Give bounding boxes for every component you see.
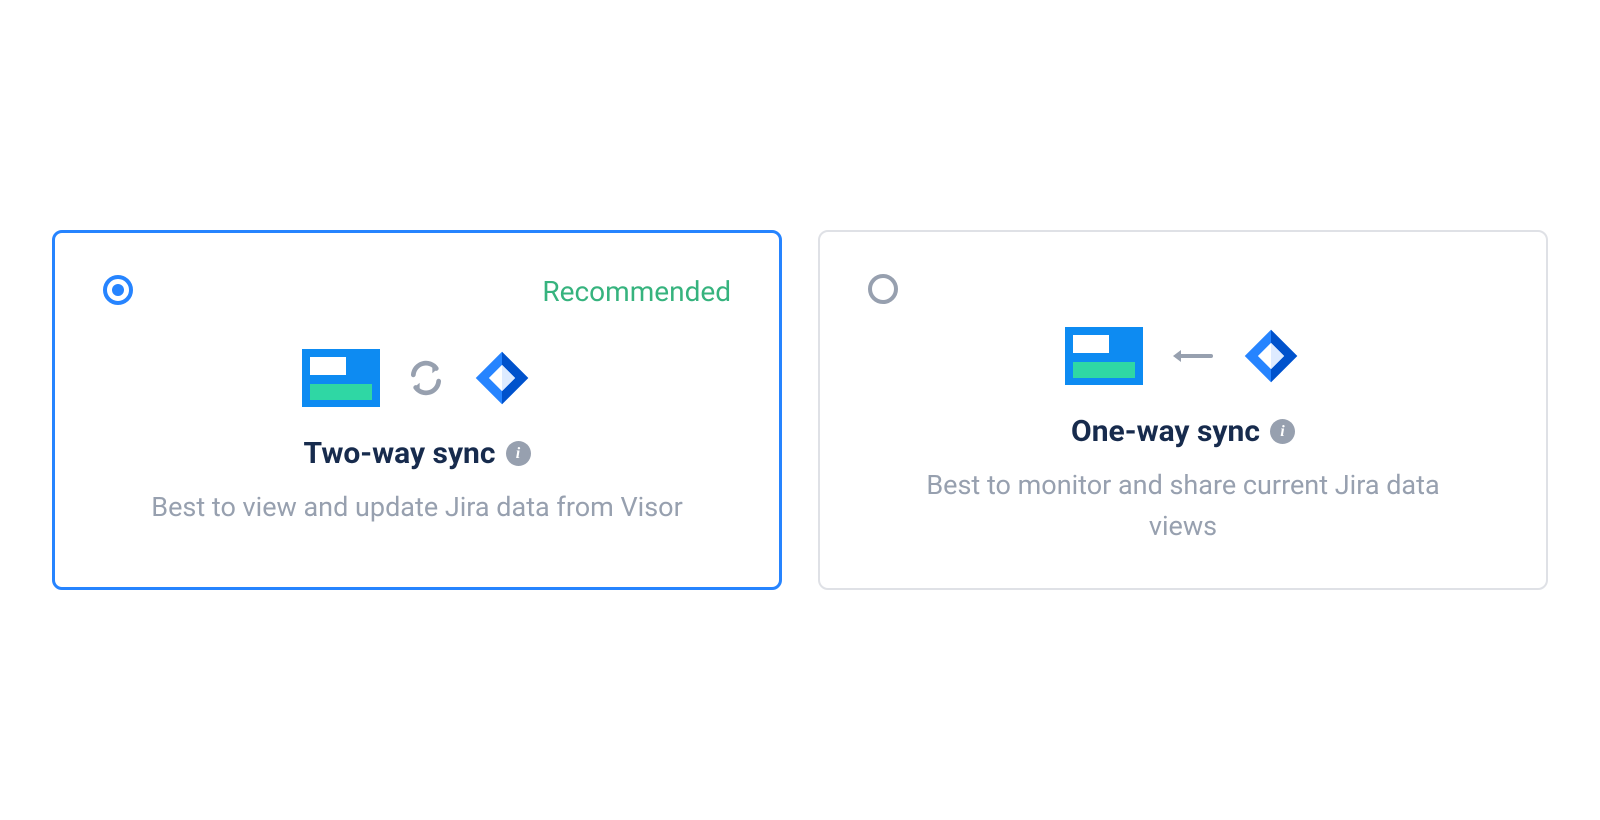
card-body: Two-way sync i Best to view and update J… xyxy=(103,311,731,545)
recommended-badge: Recommended xyxy=(542,275,731,308)
one-way-sync-card[interactable]: One-way sync i Best to monitor and share… xyxy=(818,230,1548,590)
sync-option-container: Recommended xyxy=(32,210,1568,610)
card-header xyxy=(868,274,1498,306)
card-description: Best to view and update Jira data from V… xyxy=(151,487,682,528)
visor-white-block xyxy=(1073,335,1109,353)
two-way-sync-card[interactable]: Recommended xyxy=(52,230,782,590)
radio-unselected[interactable] xyxy=(868,274,898,304)
visor-icon xyxy=(302,349,380,407)
visor-green-block xyxy=(310,384,372,400)
jira-icon xyxy=(1241,326,1301,386)
card-header: Recommended xyxy=(103,275,731,311)
icon-row xyxy=(1065,326,1301,386)
visor-green-block xyxy=(1073,362,1135,378)
info-icon[interactable]: i xyxy=(1270,419,1295,444)
card-body: One-way sync i Best to monitor and share… xyxy=(868,306,1498,546)
visor-white-block xyxy=(310,357,346,375)
radio-selected[interactable] xyxy=(103,275,133,305)
title-row: One-way sync i xyxy=(1071,414,1295,449)
arrow-left-icon xyxy=(1169,344,1215,368)
sync-arrows-icon xyxy=(406,358,446,398)
icon-row xyxy=(302,348,532,408)
jira-icon xyxy=(472,348,532,408)
card-title: Two-way sync xyxy=(303,436,495,471)
visor-icon xyxy=(1065,327,1143,385)
info-icon[interactable]: i xyxy=(506,441,531,466)
card-title: One-way sync xyxy=(1071,414,1260,449)
card-description: Best to monitor and share current Jira d… xyxy=(893,465,1473,546)
radio-inner-dot xyxy=(112,284,124,296)
title-row: Two-way sync i xyxy=(303,436,530,471)
